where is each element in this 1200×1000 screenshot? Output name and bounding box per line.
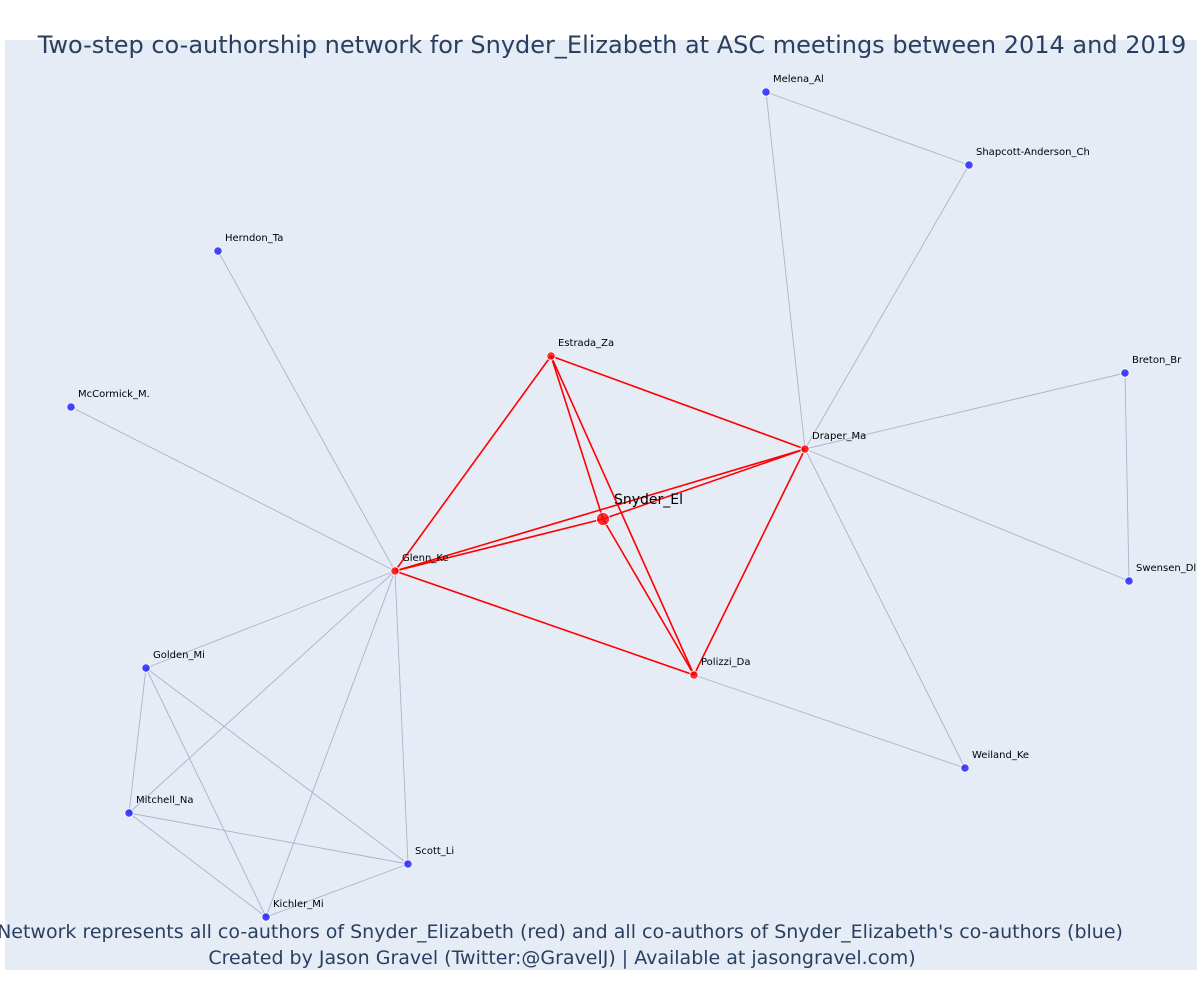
node-glenn-ke[interactable] <box>390 566 400 576</box>
node-label-polizzi-da: Polizzi_Da <box>701 657 750 668</box>
node-mccormick-m[interactable] <box>66 402 76 412</box>
edge-glenn-ke-kichler-mi <box>265 570 396 918</box>
node-weiland-ke[interactable] <box>960 763 970 773</box>
edge-draper-ma-weiland-ke <box>804 448 966 769</box>
node-label-mccormick-m: McCormick_M. <box>78 389 150 400</box>
edge-glenn-ke-mccormick-m <box>70 406 396 572</box>
edge-golden-mi-kichler-mi <box>145 667 267 918</box>
node-scott-li[interactable] <box>403 859 413 869</box>
node-mitchell-na[interactable] <box>124 808 134 818</box>
edge-draper-ma-breton-br <box>804 372 1126 450</box>
edge-draper-ma-melena-al <box>765 91 806 450</box>
node-kichler-mi[interactable] <box>261 912 271 922</box>
node-melena-al[interactable] <box>761 87 771 97</box>
edge-scott-li-kichler-mi <box>265 863 409 918</box>
edge-estrada-za-glenn-ke <box>394 355 552 572</box>
edge-snyder-el-estrada-za <box>550 355 604 520</box>
node-label-glenn-ke: Glenn_Ke <box>402 553 449 564</box>
node-golden-mi[interactable] <box>141 663 151 673</box>
node-label-scott-li: Scott_Li <box>415 846 454 857</box>
node-draper-ma[interactable] <box>800 444 810 454</box>
edge-mitchell-na-scott-li <box>128 812 409 865</box>
node-label-kichler-mi: Kichler_Mi <box>273 899 324 910</box>
nodes-layer <box>66 87 1134 922</box>
node-label-herndon-ta: Herndon_Ta <box>225 233 283 244</box>
node-label-melena-al: Melena_Al <box>773 74 824 85</box>
node-label-golden-mi: Golden_Mi <box>153 650 205 661</box>
edge-draper-ma-swensen-dl <box>804 448 1130 582</box>
edge-melena-al-shapcott-anderson-ch <box>765 91 970 166</box>
edge-draper-ma-polizzi-da <box>693 448 806 676</box>
footer-line-2: Created by Jason Gravel (Twitter:@Gravel… <box>208 947 915 969</box>
node-label-draper-ma: Draper_Ma <box>812 431 866 442</box>
edge-draper-ma-shapcott-anderson-ch <box>804 164 970 450</box>
node-estrada-za[interactable] <box>546 351 556 361</box>
edge-golden-mi-mitchell-na <box>128 667 147 814</box>
edge-glenn-ke-mitchell-na <box>128 570 396 814</box>
edge-golden-mi-scott-li <box>145 667 409 865</box>
node-label-breton-br: Breton_Br <box>1132 355 1182 366</box>
edge-draper-ma-glenn-ke <box>394 448 806 572</box>
edge-breton-br-swensen-dl <box>1124 372 1130 582</box>
node-breton-br[interactable] <box>1120 368 1130 378</box>
edge-estrada-za-polizzi-da <box>550 355 695 676</box>
plot-background <box>5 40 1197 970</box>
edge-snyder-el-draper-ma <box>602 448 806 520</box>
node-herndon-ta[interactable] <box>213 246 223 256</box>
edge-glenn-ke-scott-li <box>394 570 409 865</box>
edges-layer <box>70 91 1130 918</box>
edge-glenn-ke-polizzi-da <box>394 570 695 676</box>
edge-glenn-ke-golden-mi <box>145 570 396 669</box>
node-swensen-dl[interactable] <box>1124 576 1134 586</box>
node-label-shapcott-anderson-ch: Shapcott-Anderson_Ch <box>976 147 1090 158</box>
edge-mitchell-na-kichler-mi <box>128 812 267 918</box>
node-label-estrada-za: Estrada_Za <box>558 338 614 349</box>
node-label-snyder-el: Snyder_El <box>614 492 683 508</box>
footer-line-1: Network represents all co-authors of Sny… <box>0 921 1123 943</box>
node-polizzi-da[interactable] <box>689 670 699 680</box>
edge-polizzi-da-weiland-ke <box>693 674 966 769</box>
edge-snyder-el-polizzi-da <box>602 518 695 676</box>
node-label-swensen-dl: Swensen_Dl <box>1136 563 1196 574</box>
node-snyder-el[interactable] <box>596 512 610 526</box>
edge-estrada-za-draper-ma <box>550 355 806 450</box>
node-label-weiland-ke: Weiland_Ke <box>972 750 1029 761</box>
node-shapcott-anderson-ch[interactable] <box>964 160 974 170</box>
labels-layer: Snyder_El Estrada_Za Draper_Ma Glenn_Ke Poli… <box>78 74 1196 910</box>
node-label-mitchell-na: Mitchell_Na <box>136 795 193 806</box>
edge-glenn-ke-herndon-ta <box>217 250 396 572</box>
chart-title: Two-step co-authorship network for Snyde… <box>37 31 1187 59</box>
edge-snyder-el-glenn-ke <box>394 518 604 572</box>
